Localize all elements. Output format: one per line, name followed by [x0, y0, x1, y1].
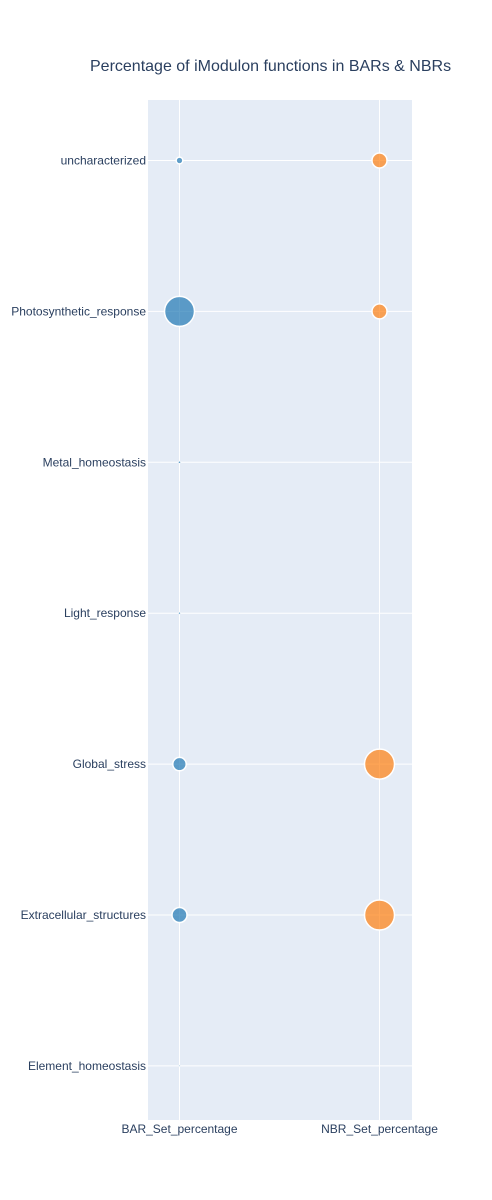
y-tick-label: Element_homeostasis — [28, 1059, 146, 1073]
bubble-bar-set-percentage-metal-homeostasis[interactable] — [178, 460, 181, 464]
plot-background — [148, 100, 412, 1120]
data-markers — [163, 152, 396, 1067]
bubble-nbr-set-percentage-extracellular-structures[interactable] — [363, 899, 396, 931]
bubble-bar-set-percentage-element-homeostasis[interactable] — [178, 1065, 181, 1067]
bubble-bar-set-percentage-uncharacterized[interactable] — [175, 156, 184, 165]
x-tick-label: BAR_Set_percentage — [121, 1122, 237, 1136]
bubble-nbr-set-percentage-global-stress[interactable] — [363, 748, 396, 780]
x-tick-label: NBR_Set_percentage — [321, 1122, 438, 1136]
y-tick-label: Extracellular_structures — [21, 908, 146, 922]
y-tick-label: Photosynthetic_response — [11, 304, 146, 318]
bubble-bar-set-percentage-extracellular-structures[interactable] — [171, 906, 188, 924]
y-axis-tick-labels: uncharacterized Photosynthetic_response Me… — [11, 154, 146, 1073]
y-tick-label: Metal_homeostasis — [43, 455, 146, 469]
y-tick-label: uncharacterized — [61, 154, 146, 168]
bubble-bar-set-percentage-global-stress[interactable] — [172, 756, 187, 772]
chart-title: Percentage of iModulon functions in BARs… — [90, 58, 451, 75]
bubble-bar-set-percentage-photosynthetic-response[interactable] — [163, 295, 196, 328]
bubble-nbr-set-percentage-photosynthetic-response[interactable] — [371, 303, 388, 320]
bubble-bar-set-percentage-light-response[interactable] — [178, 612, 181, 615]
x-axis-tick-labels: BAR_Set_percentage NBR_Set_percentage — [121, 1122, 438, 1136]
y-tick-label: Global_stress — [73, 757, 146, 771]
bubble-nbr-set-percentage-uncharacterized[interactable] — [371, 152, 388, 169]
y-tick-label: Light_response — [64, 606, 146, 620]
grid-lines — [148, 100, 412, 1120]
